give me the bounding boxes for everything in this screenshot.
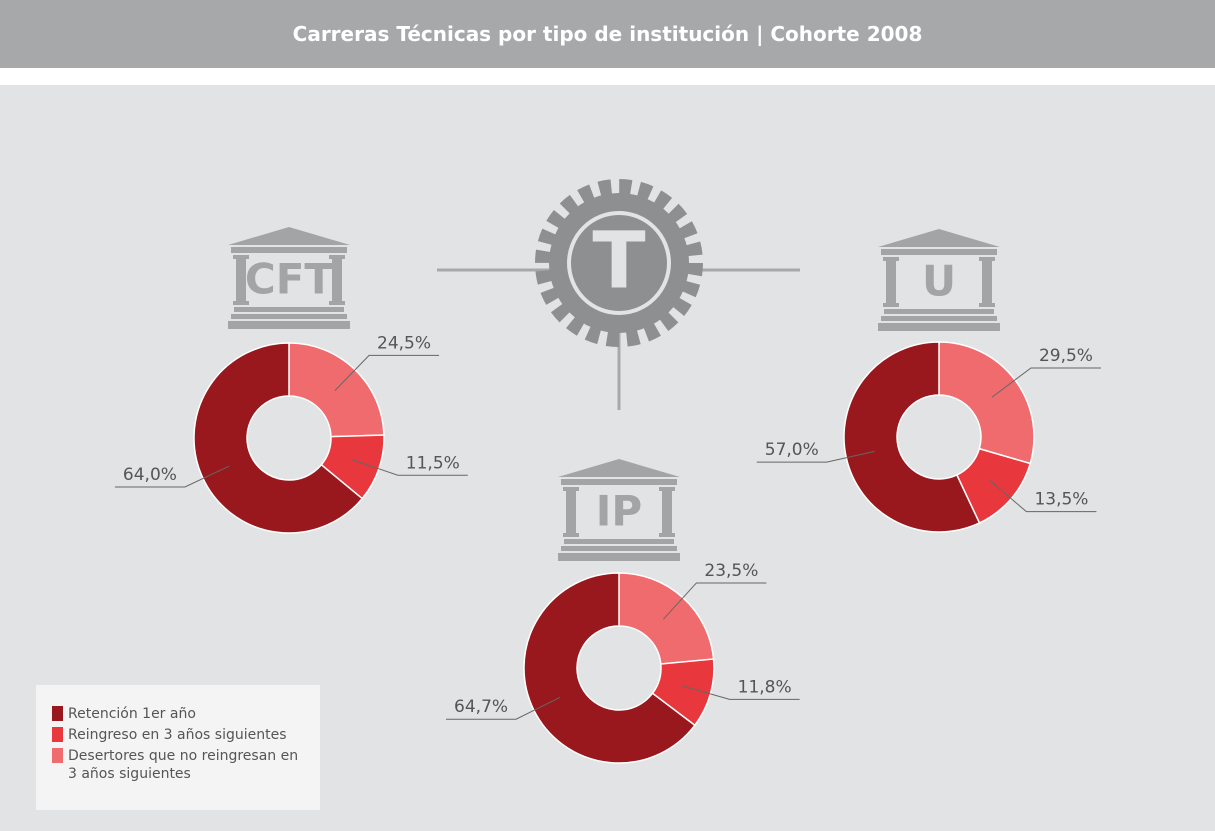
column xyxy=(982,258,992,306)
value-label: 11,8% xyxy=(738,677,792,697)
value-label: 57,0% xyxy=(765,440,819,460)
donut-segment xyxy=(938,341,1035,465)
leader-line xyxy=(114,465,230,488)
leader-line xyxy=(351,458,468,476)
roof-plate xyxy=(881,249,997,255)
column-cap xyxy=(233,301,249,305)
legend-swatch xyxy=(52,727,63,742)
building-icon: IP xyxy=(558,459,680,561)
roof-plate xyxy=(561,479,677,485)
column-cap xyxy=(979,303,995,307)
legend-swatch xyxy=(52,706,63,721)
column-cap xyxy=(659,533,675,537)
step xyxy=(881,316,997,321)
column-cap xyxy=(883,257,899,261)
step xyxy=(878,323,1000,331)
value-label: 64,0% xyxy=(123,465,177,485)
legend: Retención 1er año Reingreso en 3 años sig… xyxy=(36,685,320,810)
step xyxy=(558,553,680,561)
step xyxy=(228,321,350,329)
step xyxy=(884,309,994,314)
institution-label: U xyxy=(922,257,956,306)
legend-item: Retención 1er año xyxy=(52,705,320,723)
roof-plate xyxy=(231,247,347,253)
value-label: 24,5% xyxy=(377,333,431,353)
column xyxy=(236,256,246,304)
gear-label: T xyxy=(592,216,645,306)
value-label: 11,5% xyxy=(406,453,460,473)
legend-item: Reingreso en 3 años siguientes xyxy=(52,726,320,744)
leader-line xyxy=(334,354,440,391)
column xyxy=(662,488,672,536)
donut-segment xyxy=(618,572,715,665)
column-cap xyxy=(329,255,345,259)
column-cap xyxy=(233,255,249,259)
column-cap xyxy=(563,487,579,491)
gear-ring xyxy=(567,211,671,315)
title-bar: Carreras Técnicas por tipo de institució… xyxy=(0,0,1215,68)
roof xyxy=(558,459,680,477)
gear: T xyxy=(535,179,703,347)
value-label: 64,7% xyxy=(454,697,508,717)
leader-line xyxy=(988,479,1097,513)
building-icon: U xyxy=(878,229,1000,331)
column xyxy=(332,256,342,304)
column-cap xyxy=(883,303,899,307)
building-icon: CFT xyxy=(228,227,350,329)
column xyxy=(886,258,896,306)
legend-label: Retención 1er año xyxy=(68,706,196,722)
value-label: 23,5% xyxy=(704,561,758,581)
donut-segment xyxy=(523,572,696,764)
institution-label: CFT xyxy=(245,255,334,304)
roof xyxy=(878,229,1000,247)
column xyxy=(566,488,576,536)
leader-line xyxy=(991,367,1101,398)
donut-segment xyxy=(193,342,364,534)
value-label: 13,5% xyxy=(1034,490,1088,510)
step xyxy=(234,307,344,312)
legend-swatch xyxy=(52,748,63,763)
institution-label: IP xyxy=(596,487,642,536)
legend-label: Reingreso en 3 años siguientes xyxy=(68,727,287,743)
column-cap xyxy=(979,257,995,261)
leader-line xyxy=(756,450,875,463)
leader-line xyxy=(663,582,767,620)
leader-line xyxy=(682,685,800,700)
roof xyxy=(228,227,350,245)
legend-label: Desertores que no reingresan en 3 años s… xyxy=(68,748,299,782)
donut-segment xyxy=(288,342,385,438)
donut-segment xyxy=(843,341,981,533)
gear-teeth xyxy=(535,179,703,347)
column-cap xyxy=(659,487,675,491)
value-label: 29,5% xyxy=(1039,346,1093,366)
column-cap xyxy=(563,533,579,537)
legend-item: Desertores que no reingresan en 3 años s… xyxy=(52,747,320,783)
leader-line xyxy=(446,696,561,720)
chart-title: Carreras Técnicas por tipo de institució… xyxy=(292,22,923,46)
step xyxy=(231,314,347,319)
step xyxy=(561,546,677,551)
step xyxy=(564,539,674,544)
column-cap xyxy=(329,301,345,305)
